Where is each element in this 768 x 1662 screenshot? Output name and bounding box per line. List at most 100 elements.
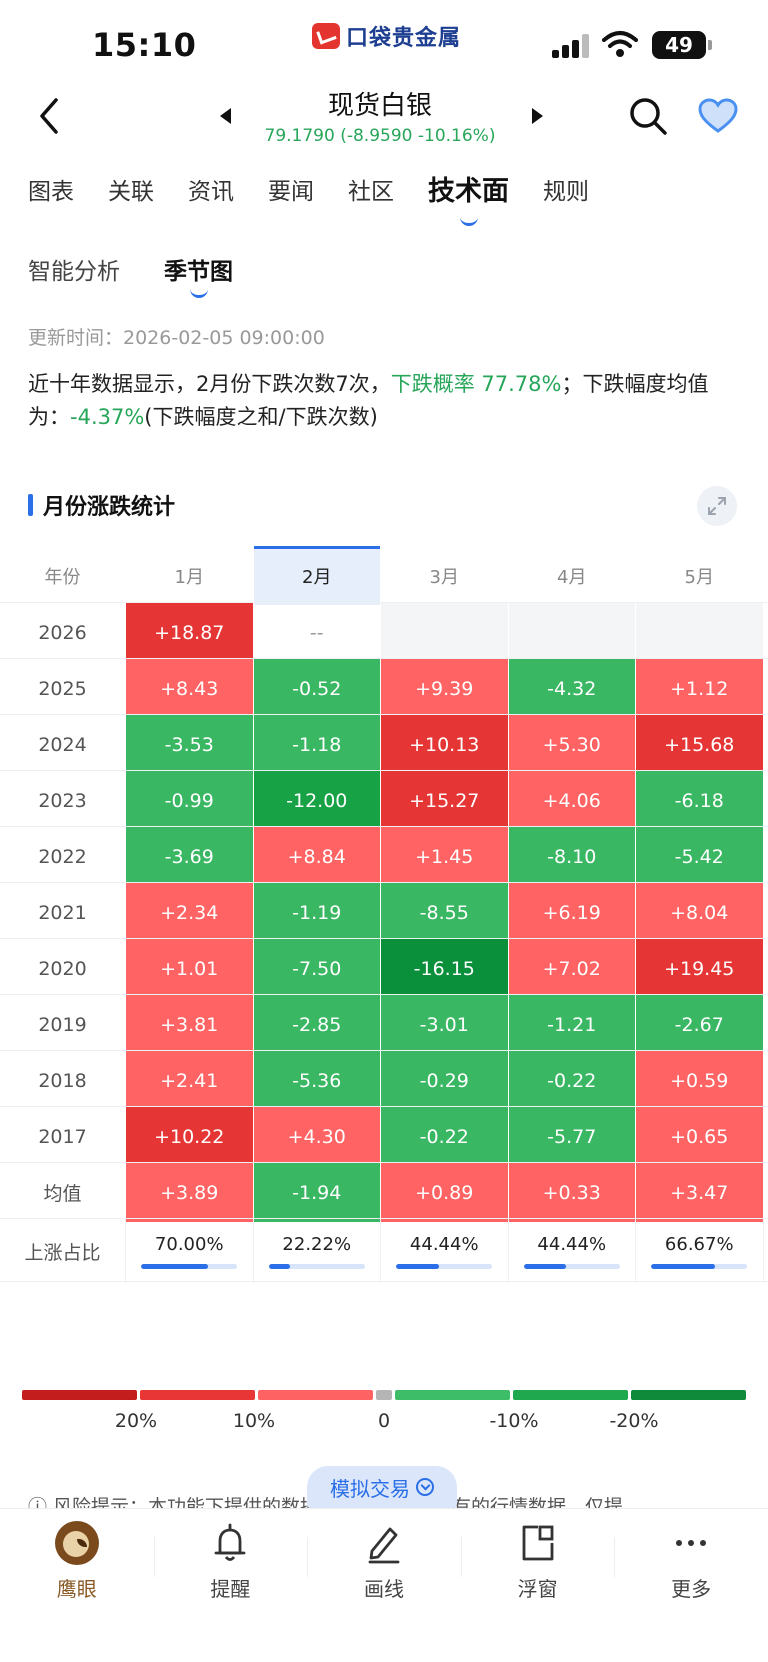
- sim-trade-button[interactable]: 模拟交易: [307, 1466, 457, 1508]
- value-cell: -5.77: [508, 1107, 636, 1166]
- favorite-heart-icon[interactable]: [698, 98, 738, 134]
- value-cell: -3.01: [381, 995, 509, 1054]
- value-cell: [381, 603, 509, 662]
- year-cell: 2017: [0, 1107, 126, 1166]
- chevron-down-icon: [416, 1478, 434, 1496]
- nav-label: 浮窗: [517, 1577, 558, 1601]
- ratio-progress-bar: [141, 1263, 238, 1269]
- tab-rules[interactable]: 规则: [543, 179, 589, 205]
- table-row: 2025 +8.43 -0.52 +9.39 -4.32 +1.12: [0, 658, 768, 718]
- next-instrument-icon[interactable]: [532, 108, 543, 124]
- nav-more[interactable]: 更多: [614, 1509, 768, 1662]
- value-cell: +10.22: [126, 1107, 254, 1166]
- month-column-header[interactable]: 4月: [509, 546, 636, 605]
- price-quote: 79.1790 (-8.9590 -10.16%): [264, 126, 496, 146]
- tab-chart[interactable]: 图表: [28, 179, 74, 205]
- value-cell: +4.30: [253, 1107, 381, 1166]
- value-cell: +2.34: [126, 883, 254, 942]
- nav-label: 画线: [363, 1577, 404, 1601]
- tab-community[interactable]: 社区: [348, 179, 394, 205]
- eagle-icon: [54, 1521, 99, 1565]
- summary-text: 近十年数据显示，2月份下跌次数7次，下跌概率 77.78%；下跌幅度均值为：-4…: [28, 368, 738, 434]
- value-cell: [508, 603, 636, 662]
- ratio-cell: 66.67%: [636, 1219, 764, 1283]
- year-cell: 2024: [0, 715, 126, 774]
- value-cell: -8.10: [508, 827, 636, 886]
- pen-icon: [368, 1527, 400, 1564]
- value-cell: +8.04: [636, 883, 764, 942]
- value-cell: -0.22: [508, 1051, 636, 1110]
- year-column-header: 年份: [0, 546, 126, 605]
- value-cell: +3.47: [636, 1163, 764, 1222]
- value-cell: +9.39: [381, 659, 509, 718]
- prev-instrument-icon[interactable]: [220, 108, 231, 124]
- ratio-progress-fill: [268, 1263, 291, 1269]
- year-cell: 2025: [0, 659, 126, 718]
- ratio-progress-fill: [651, 1263, 716, 1269]
- wifi-icon: [602, 31, 638, 57]
- status-bar: 15:10 口袋贵金属 49: [0, 0, 768, 90]
- table-row: 2026 +18.87 --: [0, 602, 768, 662]
- legend-label: 10%: [232, 1410, 276, 1432]
- value-cell: -1.19: [253, 883, 381, 942]
- ratio-cell: 44.44%: [381, 1219, 509, 1283]
- month-column-header[interactable]: 3月: [381, 546, 509, 605]
- summary-part2: ；下跌幅度均值为：: [28, 372, 709, 429]
- tab-headlines[interactable]: 要闻: [268, 179, 314, 205]
- value-cell: -3.69: [126, 827, 254, 886]
- value-cell: +15.68: [636, 715, 764, 774]
- ratio-value: 66.67%: [664, 1233, 734, 1255]
- year-cell: 2026: [0, 603, 126, 662]
- ratio-label: 上涨占比: [0, 1219, 126, 1283]
- year-cell: 2021: [0, 883, 126, 942]
- bell-icon: [214, 1523, 246, 1561]
- value-cell: +8.43: [126, 659, 254, 718]
- value-cell: +1.12: [636, 659, 764, 718]
- year-cell: 2019: [0, 995, 126, 1054]
- ratio-cell: 44.44%: [509, 1219, 636, 1283]
- nav-float-window[interactable]: 浮窗: [460, 1509, 615, 1662]
- value-cell: +18.87: [126, 603, 254, 662]
- sub-tabs: 智能分析 季节图: [28, 254, 277, 298]
- month-column-header[interactable]: 5月: [636, 546, 764, 605]
- value-cell: -2.67: [636, 995, 764, 1054]
- value-cell: +8.84: [253, 827, 381, 886]
- year-cell: 均值: [0, 1163, 126, 1222]
- value-cell: -5.36: [253, 1051, 381, 1110]
- float-window-icon: [522, 1525, 553, 1561]
- tab-related[interactable]: 关联: [108, 179, 154, 205]
- nav-alert[interactable]: 提醒: [153, 1509, 308, 1662]
- month-column-header[interactable]: 1月: [126, 546, 254, 605]
- value-cell: -0.99: [126, 771, 254, 830]
- value-cell: +0.59: [636, 1051, 764, 1110]
- ratio-progress-bar: [268, 1263, 365, 1269]
- nav-eagle-eye[interactable]: 鹰眼: [0, 1509, 154, 1662]
- year-cell: 2022: [0, 827, 126, 886]
- expand-icon[interactable]: [697, 486, 737, 526]
- page-title: 现货白银: [327, 91, 432, 121]
- value-cell: +2.41: [126, 1051, 254, 1110]
- subtab-seasonal-chart[interactable]: 季节图: [164, 254, 233, 298]
- year-cell: 2020: [0, 939, 126, 998]
- instrument-header: 现货白银 79.1790 (-8.9590 -10.16%): [200, 88, 560, 148]
- tab-technical[interactable]: 技术面: [428, 170, 509, 226]
- value-cell: +3.81: [126, 995, 254, 1054]
- table-row: 2021 +2.34 -1.19 -8.55 +6.19 +8.04: [0, 882, 768, 942]
- tab-news[interactable]: 资讯: [188, 179, 234, 205]
- legend-swatch: [512, 1390, 628, 1400]
- back-arrow-icon[interactable]: [34, 96, 64, 136]
- value-cell: --: [254, 603, 381, 662]
- value-cell: -0.22: [381, 1107, 509, 1166]
- color-scale-legend: [22, 1390, 746, 1400]
- subtab-smart-analysis[interactable]: 智能分析: [28, 259, 120, 285]
- value-cell: +19.45: [636, 939, 764, 998]
- legend-swatch: [258, 1390, 374, 1400]
- year-cell: 2023: [0, 771, 126, 830]
- section-header: 月份涨跌统计: [28, 490, 175, 520]
- value-cell: -4.32: [508, 659, 636, 718]
- month-column-header[interactable]: 2月: [253, 546, 381, 605]
- search-icon[interactable]: [628, 96, 668, 136]
- battery-icon: 49: [652, 31, 712, 59]
- nav-draw-line[interactable]: 画线: [307, 1509, 461, 1662]
- main-tabs: 图表 关联 资讯 要闻 社区 技术面 规则: [28, 170, 623, 226]
